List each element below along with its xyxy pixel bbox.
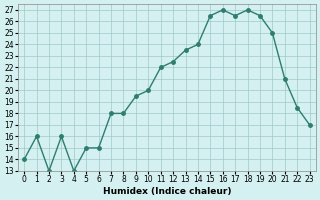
- X-axis label: Humidex (Indice chaleur): Humidex (Indice chaleur): [103, 187, 231, 196]
